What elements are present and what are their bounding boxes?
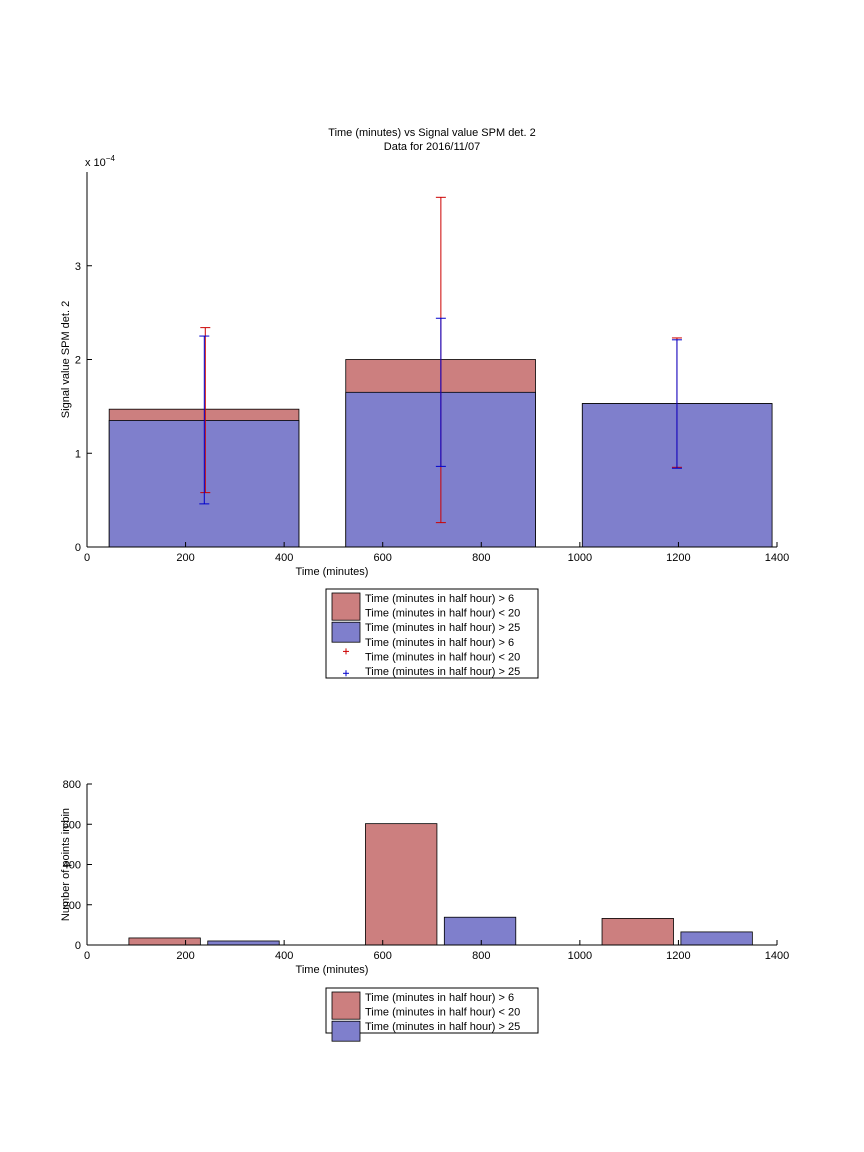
legend-label: Time (minutes in half hour) > 25 xyxy=(365,1021,520,1033)
x-axis-label: Time (minutes) xyxy=(296,964,369,976)
y-tick-label: 600 xyxy=(63,819,81,831)
x-tick-label: 0 xyxy=(84,552,90,564)
legend-label: Time (minutes in half hour) > 25 xyxy=(365,622,520,634)
x-tick-label: 200 xyxy=(176,552,194,564)
bar-s1-1 xyxy=(443,916,517,946)
y-exponent-label: x 10−4 xyxy=(85,154,115,169)
x-tick-label: 200 xyxy=(176,950,194,962)
figure-title: Time (minutes) vs Signal value SPM det. … xyxy=(328,127,535,139)
x-tick-label: 1200 xyxy=(666,552,690,564)
legend-label: Time (minutes in half hour) > 6 xyxy=(365,637,514,649)
x-tick-label: 800 xyxy=(472,552,490,564)
legend-box xyxy=(325,588,539,679)
x-axis-label: Time (minutes) xyxy=(296,566,369,578)
y-axis-label: Signal value SPM det. 2 xyxy=(60,301,72,418)
y-exponent-power: −4 xyxy=(106,154,116,163)
y-tick-label: 200 xyxy=(63,900,81,912)
bar-s1-2 xyxy=(680,931,753,946)
bar-s1-0 xyxy=(207,940,280,946)
y-tick-label: 400 xyxy=(63,860,81,872)
y-exponent-base: x 10 xyxy=(85,157,106,169)
y-tick-label: 2 xyxy=(75,355,81,367)
y-tick-label: 800 xyxy=(63,779,81,791)
x-tick-label: 1400 xyxy=(765,552,789,564)
count-chart: 0 200 400 600 800 1000 1200 1400 0 200 400 600 800 Ti… xyxy=(60,779,789,1042)
legend-label: Time (minutes in half hour) < 20 xyxy=(365,651,520,663)
x-tick-label: 600 xyxy=(374,950,392,962)
y-tick-label: 0 xyxy=(75,542,81,554)
x-tick-label: 0 xyxy=(84,950,90,962)
x-tick-label: 1000 xyxy=(568,552,592,564)
bar-s0-2 xyxy=(601,918,674,946)
signal-chart: 0 200 400 600 800 1000 1200 1400 0 1 2 3 x 10−4 Time … xyxy=(60,154,789,679)
x-tick-label: 600 xyxy=(374,552,392,564)
y-axis-label: Number of points in bin xyxy=(60,808,72,921)
x-tick-label: 400 xyxy=(275,950,293,962)
legend-box xyxy=(325,987,539,1034)
legend-swatch-0 xyxy=(331,592,361,621)
x-tick-label: 400 xyxy=(275,552,293,564)
legend-label: Time (minutes in half hour) > 25 xyxy=(365,666,520,678)
legend-label: Time (minutes in half hour) > 6 xyxy=(365,593,514,605)
x-tick-label: 800 xyxy=(472,950,490,962)
legend-swatch-1 xyxy=(331,621,361,643)
y-tick-label: 1 xyxy=(75,448,81,460)
legend-swatch-0 xyxy=(331,991,361,1020)
bar-s0-1 xyxy=(365,823,438,946)
x-tick-label: 1200 xyxy=(666,950,690,962)
x-tick-label: 1400 xyxy=(765,950,789,962)
y-tick-label: 0 xyxy=(75,940,81,952)
legend-label: Time (minutes in half hour) > 6 xyxy=(365,992,514,1004)
legend-label: Time (minutes in half hour) < 20 xyxy=(365,1007,520,1019)
figure-subtitle: Data for 2016/11/07 xyxy=(384,141,480,153)
y-tick-label: 3 xyxy=(75,261,81,273)
bar-s0-0 xyxy=(128,937,201,946)
x-tick-label: 1000 xyxy=(568,950,592,962)
legend-label: Time (minutes in half hour) < 20 xyxy=(365,608,520,620)
legend-swatch-1 xyxy=(331,1020,361,1042)
